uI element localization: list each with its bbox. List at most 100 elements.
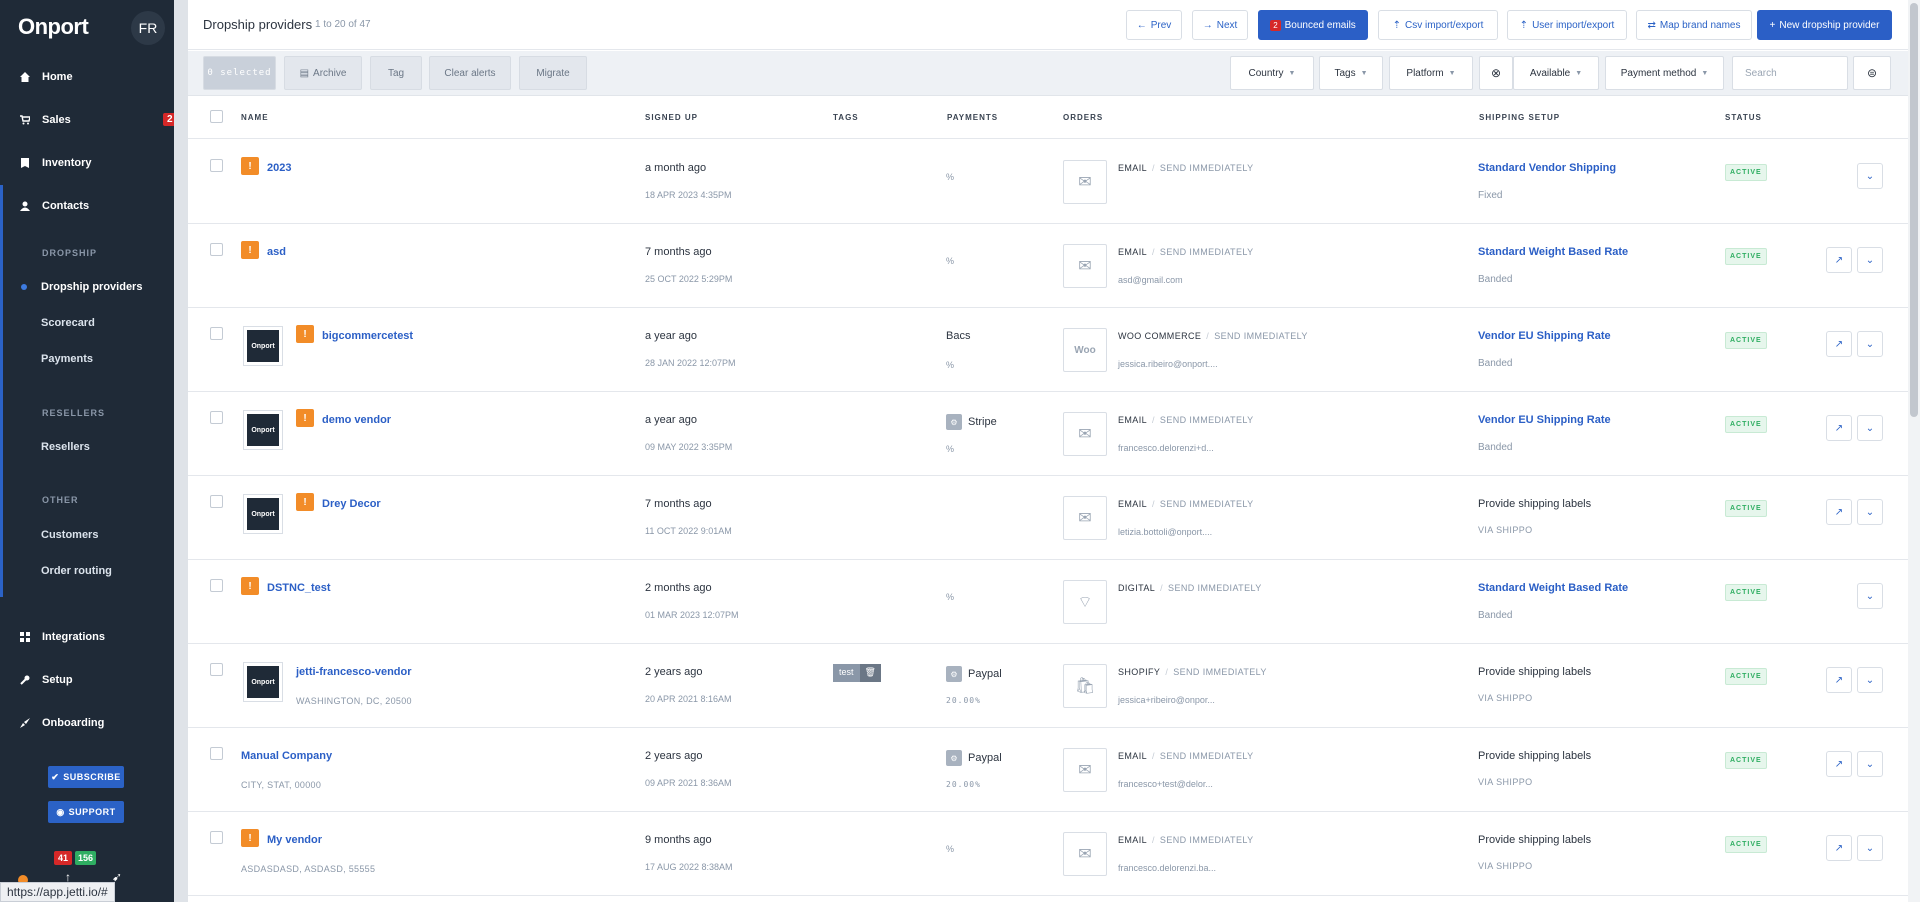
table-row[interactable]: ! asd 7 months ago 25 OCT 2022 5:29PM % …: [188, 224, 1908, 308]
sidebar-item-dropship-providers[interactable]: Dropship providers: [41, 281, 143, 293]
sidebar-item-scorecard[interactable]: Scorecard: [41, 317, 95, 329]
row-menu-button[interactable]: ⌄: [1857, 415, 1883, 441]
sidebar-item-order-routing[interactable]: Order routing: [41, 565, 112, 577]
col-orders: ORDERS: [1063, 113, 1104, 122]
new-dropship-provider-button[interactable]: + New dropship provider: [1757, 10, 1892, 40]
country-filter[interactable]: Country ▼: [1230, 56, 1314, 90]
subscribe-button[interactable]: ✔ SUBSCRIBE: [48, 766, 124, 788]
payment-method-filter[interactable]: Payment method ▼: [1605, 56, 1724, 90]
row-menu-button[interactable]: ⌄: [1857, 835, 1883, 861]
provider-name-link[interactable]: 2023: [267, 162, 292, 174]
provider-name-link[interactable]: bigcommercetest: [322, 330, 414, 342]
sidebar-item-setup[interactable]: Setup: [20, 670, 73, 690]
shipping-setup-link[interactable]: Vendor EU Shipping Rate: [1478, 330, 1611, 342]
open-external-button[interactable]: ↗: [1826, 835, 1852, 861]
row-checkbox[interactable]: [210, 831, 223, 844]
clear-alerts-button[interactable]: Clear alerts: [429, 56, 511, 90]
user-avatar[interactable]: FR: [131, 11, 165, 45]
table-row[interactable]: Onport ! bigcommercetest a year ago 28 J…: [188, 308, 1908, 392]
row-menu-button[interactable]: ⌄: [1857, 331, 1883, 357]
table-row[interactable]: Onport ! Drey Decor 7 months ago 11 OCT …: [188, 476, 1908, 560]
prev-button[interactable]: ← Prev: [1126, 10, 1182, 40]
migrate-button[interactable]: Migrate: [519, 56, 587, 90]
tasks-count-badge[interactable]: 156: [75, 851, 97, 865]
row-menu-button[interactable]: ⌄: [1857, 163, 1883, 189]
row-menu-button[interactable]: ⌄: [1857, 583, 1883, 609]
shipping-setup-link[interactable]: Standard Vendor Shipping: [1478, 162, 1617, 174]
shipping-setup-link[interactable]: Vendor EU Shipping Rate: [1478, 414, 1611, 426]
open-external-button[interactable]: ↗: [1826, 247, 1852, 273]
brand-logo[interactable]: Onport: [18, 14, 89, 39]
support-button[interactable]: ◉ SUPPORT: [48, 801, 124, 823]
table-row[interactable]: Onport ! demo vendor a year ago 09 MAY 2…: [188, 392, 1908, 476]
sidebar-item-contacts[interactable]: Contacts: [20, 196, 89, 216]
map-brand-names-button[interactable]: ⇄ Map brand names: [1636, 10, 1752, 40]
provider-name-link[interactable]: demo vendor: [322, 414, 392, 426]
table-row[interactable]: ! DSTNC_test 2 months ago 01 MAR 2023 12…: [188, 560, 1908, 644]
page-scrollbar-thumb[interactable]: [1910, 3, 1918, 417]
shopify-bag-icon: 🛍: [1063, 664, 1107, 708]
row-checkbox[interactable]: [210, 495, 223, 508]
table-row[interactable]: ! My vendor ASDASDASD, ASDASD, 55555 9 m…: [188, 812, 1908, 896]
provider-name-link[interactable]: jetti-francesco-vendor: [296, 666, 412, 678]
row-checkbox[interactable]: [210, 327, 223, 340]
bounced-emails-button[interactable]: 2 Bounced emails: [1258, 10, 1368, 40]
user-import-export-button[interactable]: ⇡ User import/export: [1507, 10, 1627, 40]
shipping-setup-link[interactable]: Standard Weight Based Rate: [1478, 246, 1629, 258]
sidebar-item-sales[interactable]: Sales: [20, 110, 71, 130]
sidebar-scrollbar[interactable]: [174, 0, 188, 902]
open-external-button[interactable]: ↗: [1826, 415, 1852, 441]
sidebar-item-label: Sales: [42, 114, 71, 126]
row-checkbox[interactable]: [210, 159, 223, 172]
csv-import-export-button[interactable]: ⇡ Csv import/export: [1378, 10, 1498, 40]
tag-button[interactable]: Tag: [370, 56, 422, 90]
provider-name-link[interactable]: My vendor: [267, 834, 323, 846]
table-row[interactable]: Manual Company CITY, STAT, 00000 2 years…: [188, 728, 1908, 812]
next-button[interactable]: → Next: [1192, 10, 1248, 40]
platform-filter[interactable]: Platform ▼: [1389, 56, 1473, 90]
rocket-footer-icon[interactable]: ➹: [112, 870, 123, 884]
selected-count[interactable]: 0 selected: [203, 56, 276, 90]
row-checkbox[interactable]: [210, 747, 223, 760]
sidebar-item-inventory[interactable]: Inventory: [20, 153, 92, 173]
provider-name-link[interactable]: DSTNC_test: [267, 582, 331, 594]
trash-icon[interactable]: 🗑: [859, 664, 881, 682]
open-external-button[interactable]: ↗: [1826, 331, 1852, 357]
archive-button[interactable]: ▤ Archive: [284, 56, 362, 90]
available-filter[interactable]: Available ▼: [1513, 56, 1599, 90]
table-row[interactable]: Onport jetti-francesco-vendor WASHINGTON…: [188, 644, 1908, 728]
provider-name-link[interactable]: Manual Company: [241, 750, 333, 762]
sidebar-item-home[interactable]: Home: [20, 67, 73, 87]
row-checkbox[interactable]: [210, 663, 223, 676]
upload-icon[interactable]: ↑: [65, 870, 71, 884]
chevron-down-icon: ▼: [1448, 69, 1456, 77]
alerts-count-badge[interactable]: 41: [54, 851, 73, 865]
search-input[interactable]: Search: [1732, 56, 1848, 90]
provider-name-link[interactable]: Drey Decor: [322, 498, 381, 510]
tags-filter[interactable]: Tags ▼: [1319, 56, 1383, 90]
row-checkbox[interactable]: [210, 579, 223, 592]
table-row[interactable]: ! 2023 a month ago 18 APR 2023 4:35PM % …: [188, 140, 1908, 224]
shipping-setup-link[interactable]: Standard Weight Based Rate: [1478, 582, 1629, 594]
row-checkbox[interactable]: [210, 243, 223, 256]
sidebar-item-resellers[interactable]: Resellers: [41, 441, 90, 453]
tag-chip[interactable]: test 🗑: [833, 664, 881, 682]
sidebar-item-customers[interactable]: Customers: [41, 529, 99, 541]
sidebar-item-integrations[interactable]: Integrations: [20, 627, 105, 647]
open-external-button[interactable]: ↗: [1826, 499, 1852, 525]
sidebar-item-payments[interactable]: Payments: [41, 353, 93, 365]
row-menu-button[interactable]: ⌄: [1857, 247, 1883, 273]
sidebar-item-onboarding[interactable]: Onboarding: [20, 713, 104, 733]
open-external-button[interactable]: ↗: [1826, 667, 1852, 693]
select-all-checkbox[interactable]: [210, 110, 223, 123]
col-name[interactable]: NAME: [241, 113, 269, 122]
row-menu-button[interactable]: ⌄: [1857, 751, 1883, 777]
row-menu-button[interactable]: ⌄: [1857, 667, 1883, 693]
open-external-button[interactable]: ↗: [1826, 751, 1852, 777]
clear-filter-button[interactable]: ⊗: [1479, 56, 1513, 90]
col-signed-up[interactable]: SIGNED UP: [645, 113, 699, 122]
row-checkbox[interactable]: [210, 411, 223, 424]
column-settings-button[interactable]: ⊜: [1853, 56, 1891, 90]
row-menu-button[interactable]: ⌄: [1857, 499, 1883, 525]
provider-name-link[interactable]: asd: [267, 246, 286, 258]
